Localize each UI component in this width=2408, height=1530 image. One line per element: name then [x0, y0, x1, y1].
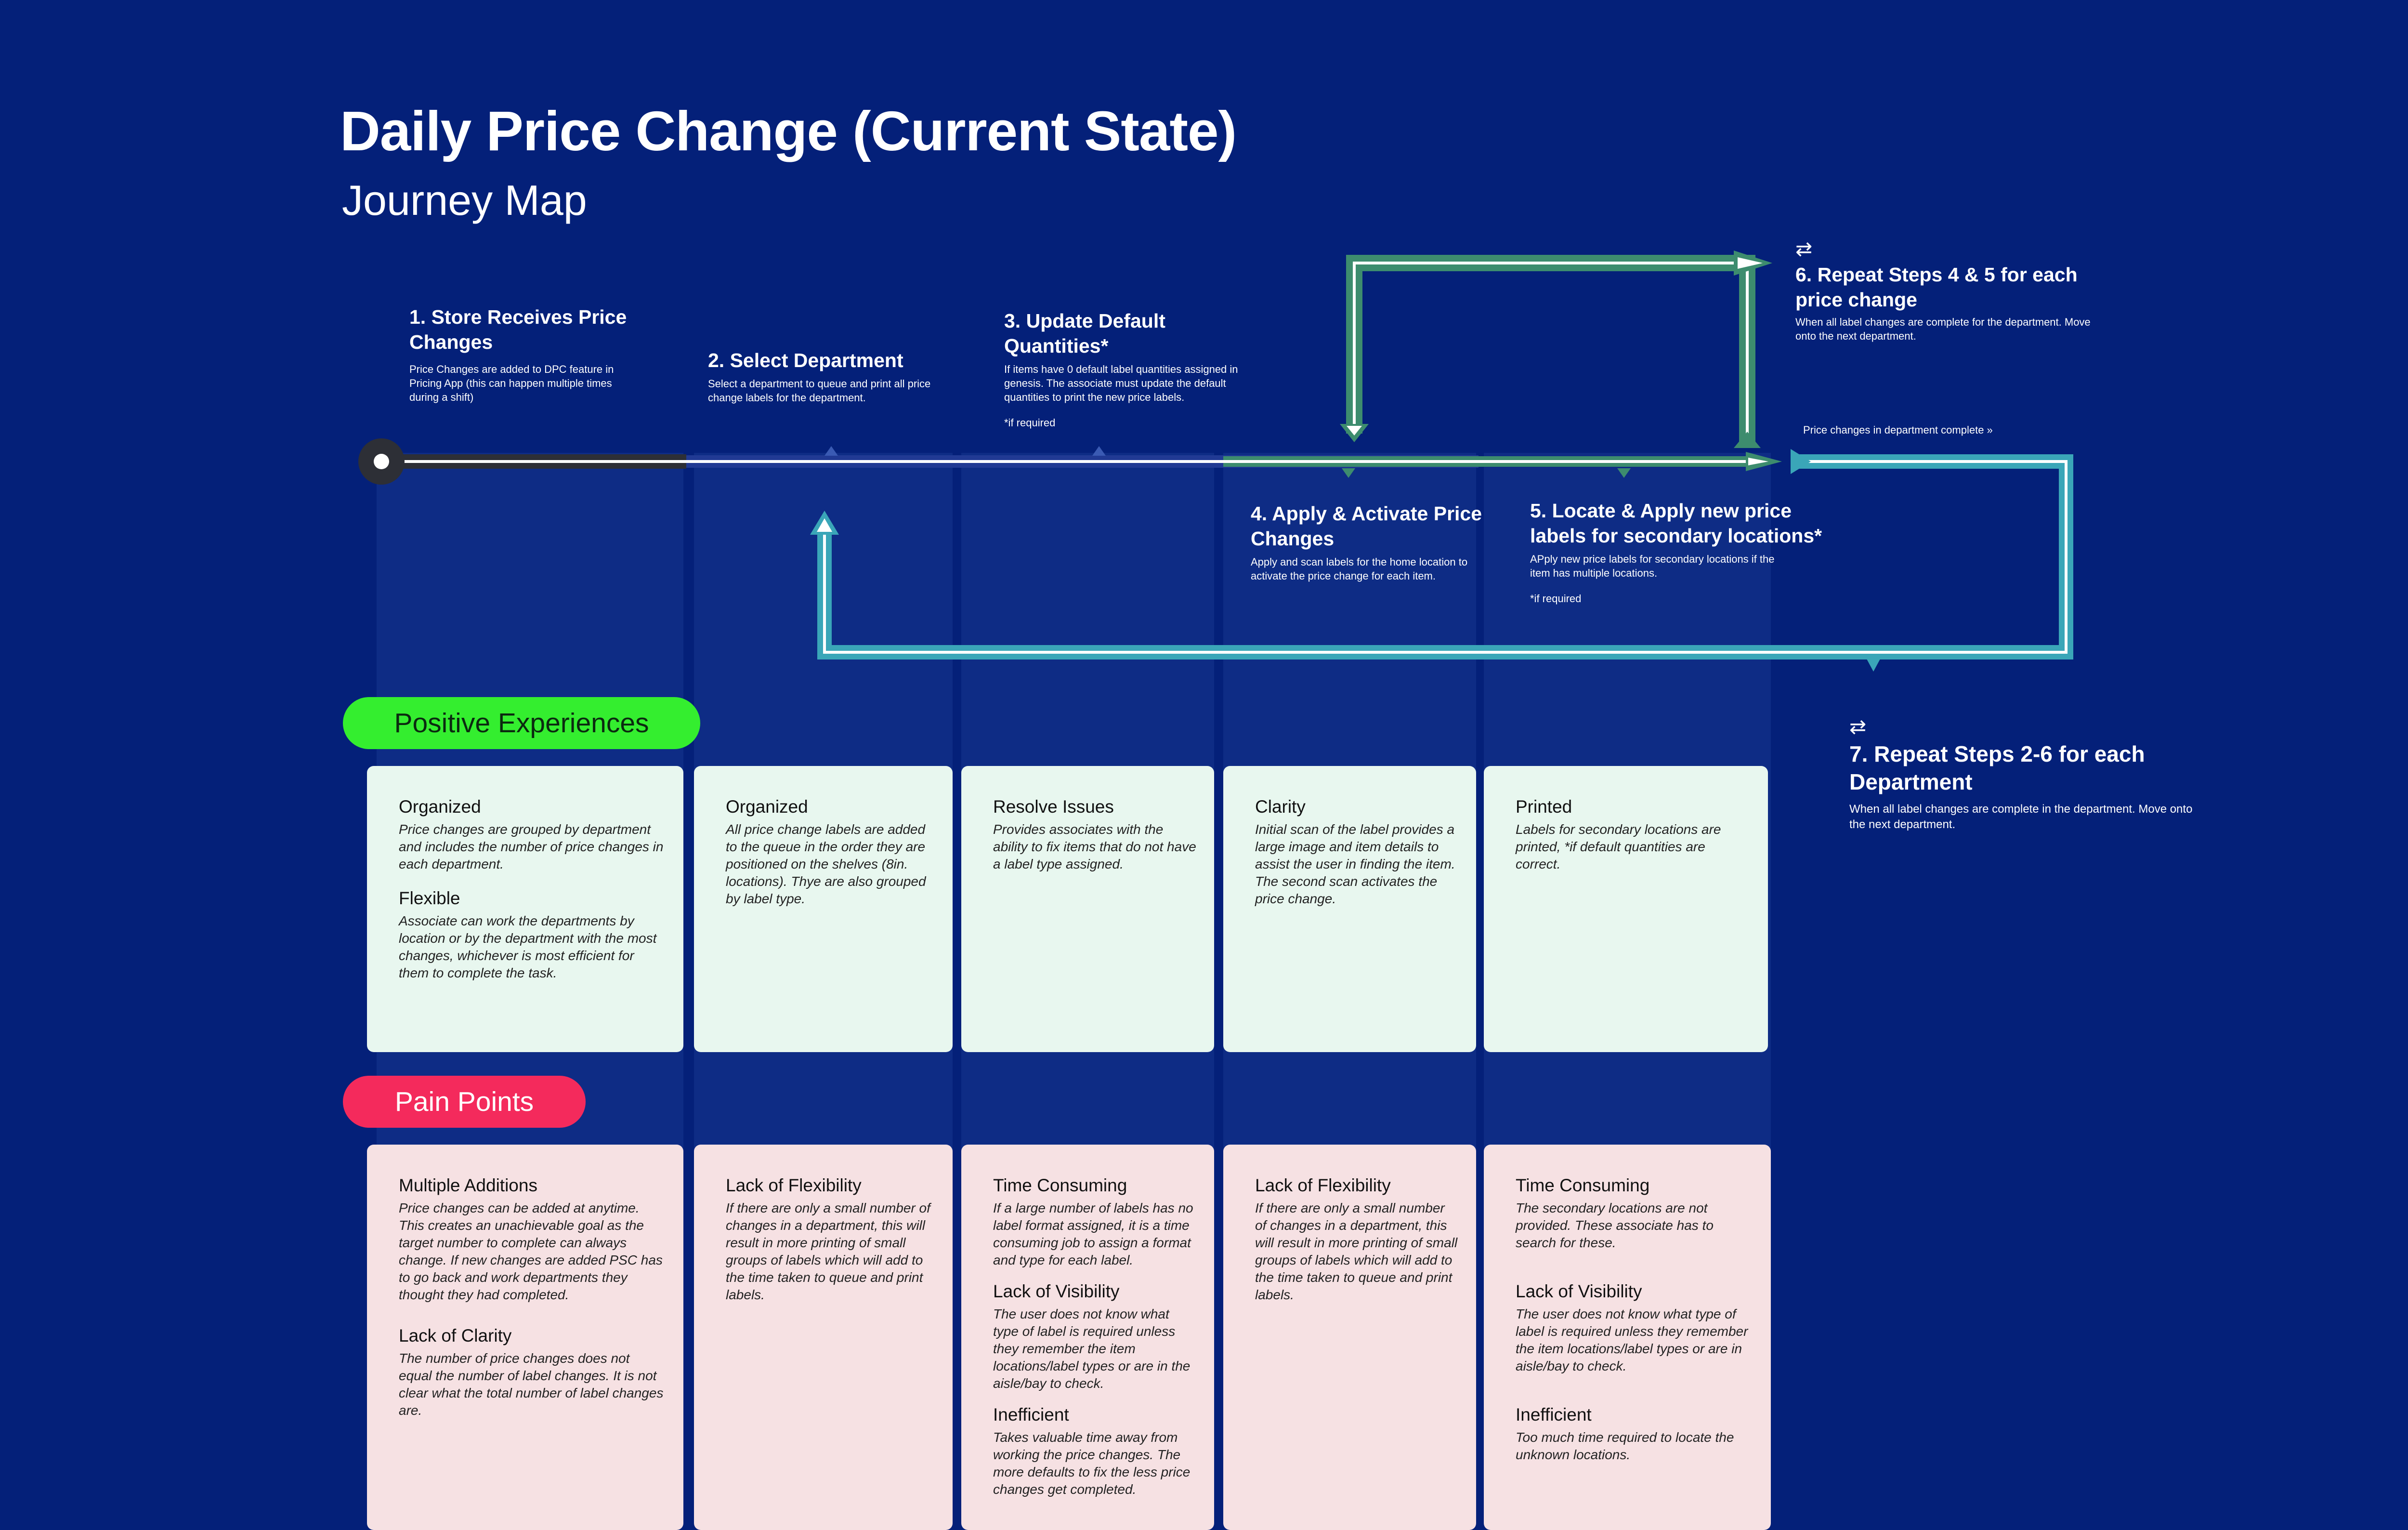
- repeat-icon: ⇄: [1849, 715, 1867, 738]
- positive-experiences-label: Positive Experiences: [343, 697, 700, 749]
- positive-card: Clarity Initial scan of the label provid…: [1223, 766, 1476, 1052]
- step-5: 5. Locate & Apply new price labels for s…: [1530, 498, 1838, 605]
- card-item: Lack of Flexibility If there are only a …: [726, 1174, 935, 1304]
- step-7-description: When all label changes are complete in t…: [1849, 803, 2193, 831]
- card-item-heading: Clarity: [1255, 797, 1306, 817]
- step-6-title: 6. Repeat Steps 4 & 5 for each price cha…: [1795, 264, 2078, 311]
- step-2-title: 2. Select Department: [708, 349, 903, 371]
- card-item-text: Initial scan of the label provides a lar…: [1255, 822, 1455, 906]
- step-5-description: APply new price labels for secondary loc…: [1530, 553, 1775, 579]
- step-3-description: If items have 0 default label quantities…: [1004, 363, 1238, 403]
- card-item-heading: Inefficient: [993, 1405, 1069, 1424]
- pain-card: Time Consuming If a large number of labe…: [961, 1145, 1214, 1530]
- card-item: Organized All price change labels are ad…: [726, 796, 935, 908]
- step-3: 3. Update Default Quantities* If items h…: [1004, 308, 1274, 429]
- step-4-marker: [1342, 468, 1355, 478]
- card-item-text: Labels for secondary locations are print…: [1516, 822, 1721, 871]
- card-item-text: Price changes are grouped by department …: [399, 822, 664, 871]
- step-4-description: Apply and scan labels for the home locat…: [1251, 556, 1468, 582]
- card-item-text: The secondary locations are not provided…: [1516, 1200, 1714, 1250]
- card-item: Time Consuming The secondary locations a…: [1516, 1174, 1754, 1252]
- card-item-heading: Time Consuming: [1516, 1175, 1650, 1195]
- step-1: 1. Store Receives Price Changes Price Ch…: [409, 304, 641, 404]
- card-item-heading: Lack of Visibility: [993, 1281, 1120, 1301]
- card-item: Clarity Initial scan of the label provid…: [1255, 796, 1459, 908]
- step-2-marker: [824, 446, 838, 456]
- step-6-description: When all label changes are complete for …: [1795, 316, 2091, 342]
- card-item-heading: Time Consuming: [993, 1175, 1127, 1195]
- repeat-2-6-loop: [810, 449, 2073, 672]
- card-item: Multiple Additions Price changes can be …: [399, 1174, 666, 1304]
- card-item-text: Provides associates with the ability to …: [993, 822, 1196, 871]
- card-item-text: All price change labels are added to the…: [726, 822, 926, 906]
- card-item-text: The number of price changes does not equ…: [399, 1351, 664, 1418]
- card-item: Time Consuming If a large number of labe…: [993, 1174, 1197, 1269]
- card-item-heading: Lack of Clarity: [399, 1326, 512, 1345]
- step-4-title: 4. Apply & Activate Price Changes: [1251, 502, 1482, 550]
- pain-points-label: Pain Points: [343, 1076, 586, 1128]
- repeat-icon: ⇄: [1795, 237, 1813, 260]
- step-2-description: Select a department to queue and print a…: [708, 378, 931, 404]
- step-4: 4. Apply & Activate Price Changes Apply …: [1251, 501, 1501, 583]
- positive-card: Resolve Issues Provides associates with …: [961, 766, 1214, 1052]
- journey-flow-diagram: [358, 251, 2073, 672]
- card-item-heading: Lack of Flexibility: [726, 1175, 862, 1195]
- card-item-text: Associate can work the departments by lo…: [399, 913, 657, 980]
- card-item-text: Price changes can be added at anytime. T…: [399, 1200, 663, 1302]
- card-item-text: The user does not know what type of labe…: [993, 1306, 1191, 1391]
- timeline-arrowhead-inner: [1748, 458, 1768, 465]
- card-item-heading: Multiple Additions: [399, 1175, 537, 1195]
- card-item-heading: Flexible: [399, 888, 460, 908]
- step-5-marker: [1617, 468, 1631, 478]
- step-5-note: *if required: [1530, 593, 1582, 605]
- step-7: ⇄ 7. Repeat Steps 2-6 for each Departmen…: [1849, 717, 2196, 832]
- card-item: Lack of Visibility The user does not kno…: [993, 1280, 1197, 1392]
- positive-card: Organized All price change labels are ad…: [694, 766, 953, 1052]
- card-item-heading: Lack of Visibility: [1516, 1281, 1642, 1301]
- card-item: Organized Price changes are grouped by d…: [399, 796, 666, 873]
- card-item-text: Takes valuable time away from working th…: [993, 1430, 1191, 1497]
- positive-card: Organized Price changes are grouped by d…: [367, 766, 683, 1052]
- step-3-marker: [1092, 446, 1106, 456]
- department-complete-label: Price changes in department complete »: [1803, 424, 1993, 436]
- card-item: Inefficient Too much time required to lo…: [1516, 1404, 1754, 1464]
- card-item-text: If there are only a small number of chan…: [1255, 1200, 1458, 1302]
- start-node-icon: [358, 438, 405, 485]
- card-item: Lack of Visibility The user does not kno…: [1516, 1280, 1754, 1375]
- step-7-title: 7. Repeat Steps 2-6 for each Department: [1849, 741, 2145, 794]
- card-item: Lack of Flexibility If there are only a …: [1255, 1174, 1459, 1304]
- card-item-text: The user does not know what type of labe…: [1516, 1306, 1748, 1373]
- step-3-title: 3. Update Default Quantities*: [1004, 310, 1165, 357]
- card-item-heading: Resolve Issues: [993, 797, 1114, 817]
- pain-card: Multiple Additions Price changes can be …: [367, 1145, 683, 1530]
- positive-card: Printed Labels for secondary locations a…: [1484, 766, 1768, 1052]
- card-item-text: If there are only a small number of chan…: [726, 1200, 930, 1302]
- repeat-4-5-loop: [1340, 251, 1772, 448]
- card-item-heading: Printed: [1516, 797, 1572, 817]
- page-subtitle: Journey Map: [342, 176, 587, 224]
- card-item: Resolve Issues Provides associates with …: [993, 796, 1197, 873]
- card-item-text: If a large number of labels has no label…: [993, 1200, 1193, 1267]
- step-1-description: Price Changes are added to DPC feature i…: [409, 363, 614, 403]
- card-item: Printed Labels for secondary locations a…: [1516, 796, 1751, 873]
- card-item-heading: Lack of Flexibility: [1255, 1175, 1391, 1195]
- step-1-title: 1. Store Receives Price Changes: [409, 306, 627, 353]
- step-2: 2. Select Department Select a department…: [708, 348, 934, 405]
- card-item-heading: Inefficient: [1516, 1405, 1592, 1424]
- card-item-heading: Organized: [726, 797, 808, 817]
- step-5-title: 5. Locate & Apply new price labels for s…: [1530, 500, 1822, 547]
- card-item: Flexible Associate can work the departme…: [399, 887, 666, 982]
- page-title: Daily Price Change (Current State): [340, 100, 1237, 162]
- pain-card: Lack of Flexibility If there are only a …: [694, 1145, 953, 1530]
- card-item-heading: Organized: [399, 797, 481, 817]
- step-6: ⇄ 6. Repeat Steps 4 & 5 for each price c…: [1795, 239, 2113, 343]
- pain-card: Lack of Flexibility If there are only a …: [1223, 1145, 1476, 1530]
- step-3-note: *if required: [1004, 417, 1056, 429]
- card-item: Inefficient Takes valuable time away fro…: [993, 1404, 1197, 1498]
- pain-card: Time Consuming The secondary locations a…: [1484, 1145, 1771, 1530]
- card-item: Lack of Clarity The number of price chan…: [399, 1325, 666, 1419]
- card-item-text: Too much time required to locate the unk…: [1516, 1430, 1734, 1462]
